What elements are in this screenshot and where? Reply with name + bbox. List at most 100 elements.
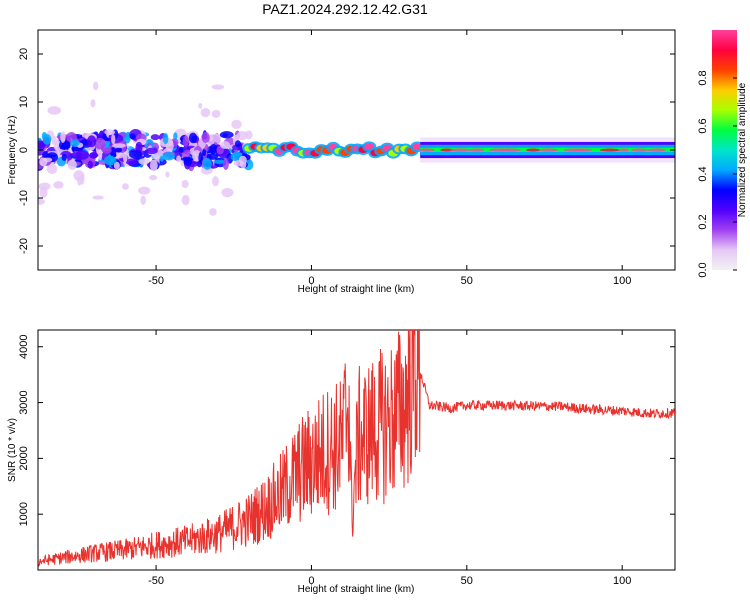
y-tick-label: 10 (18, 96, 30, 108)
spectrogram-blob (183, 149, 191, 155)
spectrogram-blob (149, 174, 158, 181)
snr-line-area (38, 330, 675, 567)
spectrogram-blob (188, 132, 198, 144)
spectrogram-blob (211, 84, 225, 90)
spectrogram-blob (173, 132, 178, 141)
spectrogram-blob (135, 141, 143, 153)
spectrogram-blob (209, 144, 218, 155)
spectrogram-blob (200, 107, 211, 118)
spectrogram-blob (219, 131, 234, 139)
spectrogram-blob (449, 148, 472, 152)
spectrogram-blob (181, 194, 190, 206)
spectrogram-y-label: Frequency (Hz) (7, 116, 18, 185)
spectrogram-blob (122, 183, 129, 190)
y-tick-label: 20 (18, 48, 30, 60)
spectrogram-blob (232, 151, 243, 157)
spectrogram-blob (138, 158, 151, 165)
spectrogram-blob (202, 158, 212, 170)
spectrogram-blob (211, 109, 221, 118)
y-tick-label: 4000 (18, 335, 30, 359)
spectrogram-blob (618, 148, 630, 152)
y-tick-label: 1000 (18, 502, 30, 526)
spectrogram-blob (92, 195, 104, 200)
spectrogram-blob (440, 148, 454, 152)
colorbar-tick-label: 0.4 (697, 166, 709, 181)
y-tick-label: -10 (18, 190, 30, 206)
spectrogram-blob (236, 131, 248, 141)
colorbar-tick-label: 0.0 (697, 262, 709, 277)
spectrogram-blob (94, 137, 106, 150)
x-tick-label: -50 (148, 275, 164, 287)
spectrogram-blob (212, 176, 219, 187)
y-tick-label: 3000 (18, 390, 30, 414)
spectrogram-blob (238, 155, 247, 165)
spectrogram-blob (201, 132, 210, 144)
spectrogram-blob (103, 155, 117, 166)
spectrogram-blob (538, 148, 559, 152)
spectrogram-blob (70, 139, 80, 147)
spectrogram-blob (412, 143, 423, 151)
spectrogram-blob (418, 148, 435, 152)
spectrogram-blob (198, 102, 203, 109)
spectrogram-blob (111, 134, 116, 145)
spectrogram-blob (38, 198, 46, 205)
spectrogram-blob (115, 147, 123, 153)
colorbar-tick-label: 0.2 (697, 214, 709, 229)
x-tick-label: 50 (461, 275, 473, 287)
spectrogram-panel: -50 0 50 100 -20 -10 0 10 20 Height of straight… (7, 29, 688, 295)
spectrogram-blob (90, 99, 96, 108)
snr-series-line (38, 330, 675, 567)
spectrogram-blob (66, 132, 77, 143)
spectrogram-blob (165, 171, 170, 178)
spectrogram-blob (201, 149, 207, 156)
spectrogram-blob (209, 208, 217, 216)
spectrogram-blob (676, 149, 688, 152)
spectrogram-blob (245, 130, 253, 140)
spectrogram-blob (60, 131, 66, 143)
colorbar-label: Normalized spectral amplitude (737, 82, 748, 217)
spectrogram-blob (110, 147, 117, 158)
x-tick-label: 50 (461, 575, 473, 587)
colorbar-ticks: 0.0 0.2 0.4 0.6 0.8 (697, 70, 737, 278)
spectrogram-blob (198, 151, 203, 164)
snr-x-label: Height of straight line (km) (298, 584, 415, 595)
spectrogram-blob (61, 153, 67, 162)
x-tick-label: 100 (613, 575, 631, 587)
spectrogram-blob (73, 170, 85, 181)
spectrogram-x-label: Height of straight line (km) (298, 284, 415, 295)
spectrogram-blob (125, 158, 138, 166)
x-tick-label: -50 (148, 575, 164, 587)
spectrogram-blob (39, 157, 48, 167)
spectrogram-blob (206, 153, 219, 160)
spectrogram-blob (140, 195, 147, 206)
snr-x-ticks: -50 0 50 100 (148, 330, 631, 587)
spectrogram-blob (98, 149, 103, 161)
spectrogram-blob (122, 151, 128, 163)
spectrogram-blob (102, 147, 112, 154)
spectrogram-blob (525, 148, 541, 152)
colorbar-tick-label: 0.6 (697, 118, 709, 133)
spectrogram-blob (231, 119, 242, 130)
spectrogram-blob (181, 180, 189, 189)
spectrogram-blob (67, 159, 77, 170)
spectrogram-blob (42, 134, 52, 145)
spectrogram-blob (39, 186, 48, 198)
spectrogram-blob (53, 139, 61, 152)
spectrogram-blob (162, 132, 169, 145)
spectrogram-image (38, 81, 688, 216)
colorbar-tick-label: 0.8 (697, 70, 709, 85)
spectrogram-blob (87, 160, 93, 169)
spectrogram-blob (77, 176, 82, 186)
spectrogram-blob (573, 148, 593, 152)
x-tick-label: 0 (308, 275, 314, 287)
y-tick-label: 2000 (18, 446, 30, 470)
spectrogram-blob (162, 152, 176, 161)
y-tick-label: -20 (18, 238, 30, 254)
spectrogram-blob (221, 187, 234, 198)
spectrogram-blob (53, 181, 64, 189)
spectrogram-y-ticks: -20 -10 0 10 20 (18, 48, 675, 254)
spectrogram-blob (469, 148, 485, 152)
spectrogram-blob (219, 141, 231, 149)
y-tick-label: 0 (18, 147, 30, 153)
